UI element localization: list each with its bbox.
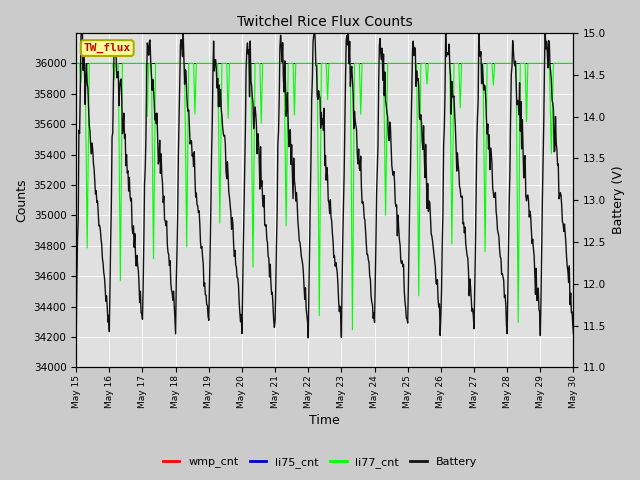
Text: TW_flux: TW_flux bbox=[84, 43, 131, 53]
X-axis label: Time: Time bbox=[309, 414, 340, 427]
Legend: wmp_cnt, li75_cnt, li77_cnt, Battery: wmp_cnt, li75_cnt, li77_cnt, Battery bbox=[158, 452, 482, 472]
Y-axis label: Battery (V): Battery (V) bbox=[612, 166, 625, 235]
Y-axis label: Counts: Counts bbox=[15, 179, 28, 222]
Title: Twitchel Rice Flux Counts: Twitchel Rice Flux Counts bbox=[237, 15, 413, 29]
